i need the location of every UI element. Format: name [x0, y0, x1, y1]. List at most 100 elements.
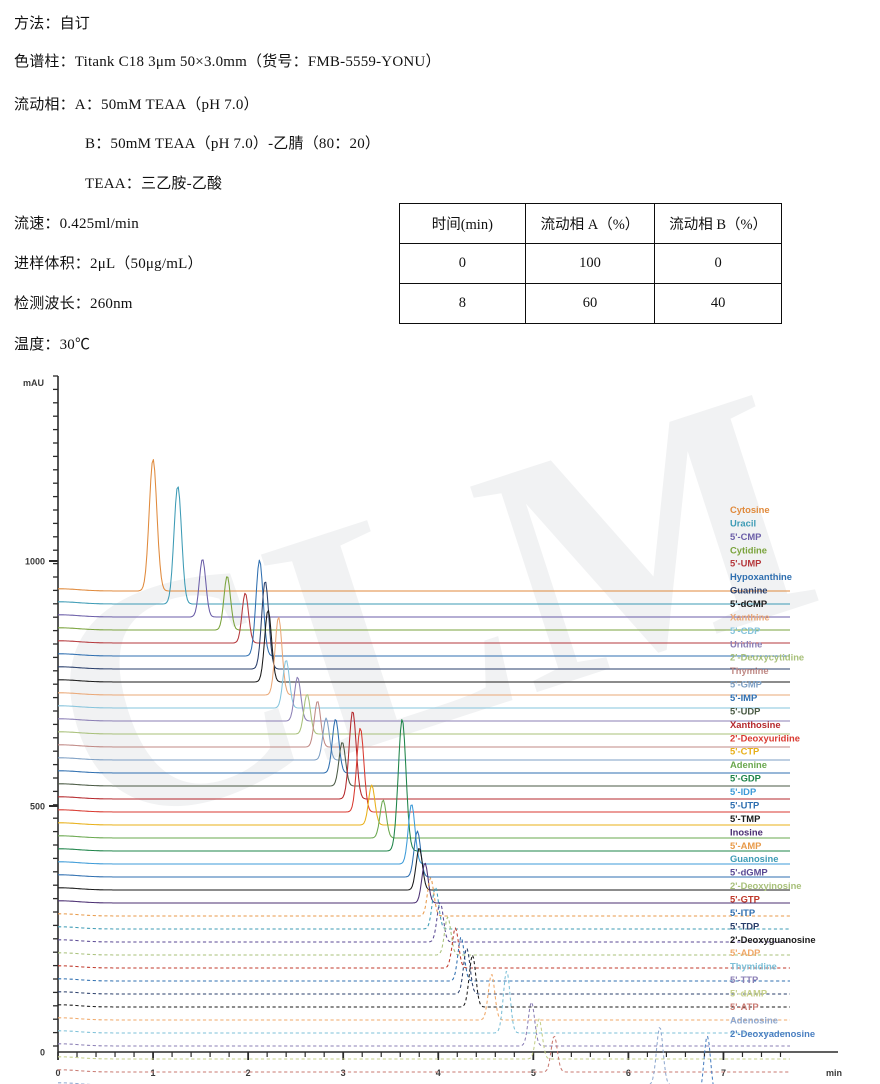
legend-item-thymidine[interactable]: Thymidine: [730, 961, 777, 972]
legend-item-5-atp[interactable]: 5'-ATP: [730, 1001, 759, 1012]
trace-5-udp: [58, 742, 790, 787]
trace-thymidine: [58, 970, 790, 1034]
legend-item-5-cmp[interactable]: 5'-CMP: [730, 531, 761, 542]
legend-item-2-deoxyguanosine[interactable]: 2'-Deoxyguanosine: [730, 934, 816, 945]
legend-item-adenine[interactable]: Adenine: [730, 759, 767, 770]
legend-item-5-utp[interactable]: 5'-UTP: [730, 799, 759, 810]
legend-item-guanosine[interactable]: Guanosine: [730, 853, 778, 864]
trace-5-cdp: [58, 660, 790, 709]
trace-5-ctp: [58, 784, 790, 826]
method-line-5: 流速：0.425ml/min: [14, 216, 139, 232]
legend-item-5-gtp[interactable]: 5'-GTP: [730, 893, 760, 904]
y-tick-label: 500: [30, 802, 45, 812]
trace-2-deoxyguanosine: [58, 954, 790, 1008]
gradient-table: 时间(min) 流动相 A（%） 流动相 B（%） 0 100 0 8 60 4…: [399, 203, 782, 324]
trace-5-tdp: [58, 947, 790, 995]
x-tick-label: 3: [341, 1068, 346, 1078]
trace-5-gmp: [58, 717, 790, 761]
table-row: 0 100 0: [399, 243, 782, 284]
cell-phase-b: 40: [654, 283, 782, 324]
legend-item-xanthosine[interactable]: Xanthosine: [730, 719, 781, 730]
legend-item-inosine[interactable]: Inosine: [730, 826, 763, 837]
legend-item-5-tmp[interactable]: 5'-TMP: [730, 813, 760, 824]
trace-5-dgmp: [58, 901, 790, 943]
legend-item-5-ump[interactable]: 5'-UMP: [730, 558, 761, 569]
legend-item-cytidine[interactable]: Cytidine: [730, 544, 767, 555]
legend-item-5-adp[interactable]: 5'-ADP: [730, 947, 760, 958]
legend-item-5-ctp[interactable]: 5'-CTP: [730, 746, 759, 757]
cell-time: 8: [399, 283, 526, 324]
trace-5-gtp: [58, 927, 790, 969]
trace-5-amp: [58, 877, 790, 917]
trace-5-ump: [58, 592, 790, 644]
legend-item-uridine[interactable]: Uridine: [730, 638, 762, 649]
trace-adenine: [58, 799, 790, 839]
method-line-8: 温度：30℃: [14, 337, 91, 353]
legend-item-2-deoxyinosine[interactable]: 2'-Deoxyinosine: [730, 880, 802, 891]
y-tick-label-zero: 0: [40, 1048, 45, 1058]
trace-2-deoxyuridine: [58, 727, 790, 813]
legend-item-thymine[interactable]: Thymine: [730, 665, 769, 676]
cell-phase-b: 0: [654, 243, 782, 284]
legend-item-5-dgmp[interactable]: 5'-dGMP: [730, 867, 768, 878]
trace-cytidine: [58, 576, 790, 631]
legend-item-5-gdp[interactable]: 5'-GDP: [730, 773, 761, 784]
x-tick-label: 2: [246, 1068, 251, 1078]
column-header-mobile-phase-b: 流动相 B（%）: [654, 203, 782, 244]
legend-item-2-deoxyuridine[interactable]: 2'-Deoxyuridine: [730, 732, 800, 743]
trace-5-utp: [58, 830, 790, 878]
method-line-0: 方法：自订: [14, 16, 91, 32]
trace-2-deoxyinosine: [58, 916, 790, 956]
trace-uridine: [58, 676, 790, 722]
method-line-7: 检测波长：260nm: [14, 296, 133, 312]
legend-item-xanthine[interactable]: Xanthine: [730, 611, 770, 622]
table-row: 8 60 40: [399, 283, 782, 324]
trace-2-deoxycytidine: [58, 694, 790, 735]
legend-item-5-udp[interactable]: 5'-UDP: [730, 705, 760, 716]
legend-item-guanine[interactable]: Guanine: [730, 585, 768, 596]
legend-item-5-tdp[interactable]: 5'-TDP: [730, 920, 759, 931]
legend-item-adenosine[interactable]: Adenosine: [730, 1014, 778, 1025]
x-tick-label: 5: [531, 1068, 536, 1078]
legend-item-5-amp[interactable]: 5'-AMP: [730, 840, 761, 851]
y-tick-label: 1000: [25, 557, 45, 567]
trace-5-tmp: [58, 847, 790, 891]
x-axis-label: min: [826, 1068, 842, 1078]
legend-item-5-itp[interactable]: 5'-ITP: [730, 907, 755, 918]
legend-item-5-idp[interactable]: 5'-IDP: [730, 786, 756, 797]
column-header-time: 时间(min): [399, 203, 526, 244]
trace-5-gdp: [58, 719, 790, 852]
legend-item-uracil[interactable]: Uracil: [730, 517, 756, 528]
x-tick-label: 0: [55, 1068, 60, 1078]
table-body: 0 100 0 8 60 40: [399, 243, 782, 324]
x-tick-label: 4: [436, 1068, 441, 1078]
method-line-1: 色谱柱：Titank C18 3μm 50×3.0mm（货号：FMB-5559-…: [14, 54, 441, 70]
legend-item-cytosine[interactable]: Cytosine: [730, 504, 770, 515]
trace-5-itp: [58, 936, 790, 982]
chromatogram-plot: 1000 500 0 mAU 0 1 2 3 4 5 6 7 min Cytosine Uracil 5'-C…: [23, 375, 842, 1084]
legend-item-2-deoxyadenosine[interactable]: 2'-Deoxyadenosine: [730, 1028, 815, 1039]
column-header-mobile-phase-a: 流动相 A（%）: [524, 203, 656, 244]
legend-item-5-imp[interactable]: 5'-IMP: [730, 692, 757, 703]
method-line-6: 进样体积：2μL（50μg/mL）: [14, 256, 203, 272]
x-tick-label: 7: [721, 1068, 726, 1078]
trace-xanthosine: [58, 711, 790, 800]
trace-guanosine: [58, 886, 790, 930]
legend-item-5-damp[interactable]: 5'-dAMP: [730, 987, 767, 998]
legend-item-5-dcmp[interactable]: 5'-dCMP: [730, 598, 767, 609]
legend-item-2-deoxycytidine[interactable]: 2'-Deoxycytidine: [730, 652, 804, 663]
legend-item-hypoxanthine[interactable]: Hypoxanthine: [730, 571, 792, 582]
x-tick-label: 6: [626, 1068, 631, 1078]
x-tick-label: 1: [151, 1068, 156, 1078]
trace-thymine: [58, 701, 790, 748]
legend-item-5-cdp[interactable]: 5'-CDP: [730, 625, 760, 636]
trace-2-deoxyadenosine: [700, 1035, 714, 1084]
chromatogram: 1000 500 0 mAU 0 1 2 3 4 5 6 7 min Cytosine Uracil 5'-C…: [0, 368, 880, 1084]
legend-item-5-gmp[interactable]: 5'-GMP: [730, 679, 762, 690]
trace-5-adp: [58, 973, 790, 1021]
trace-5-atp: [58, 1035, 790, 1073]
trace-5-dcmp: [58, 609, 790, 683]
trace-hypoxanthine: [58, 559, 790, 657]
legend-item-5-ttp[interactable]: 5'-TTP: [730, 974, 758, 985]
y-axis-label: mAU: [23, 378, 44, 388]
